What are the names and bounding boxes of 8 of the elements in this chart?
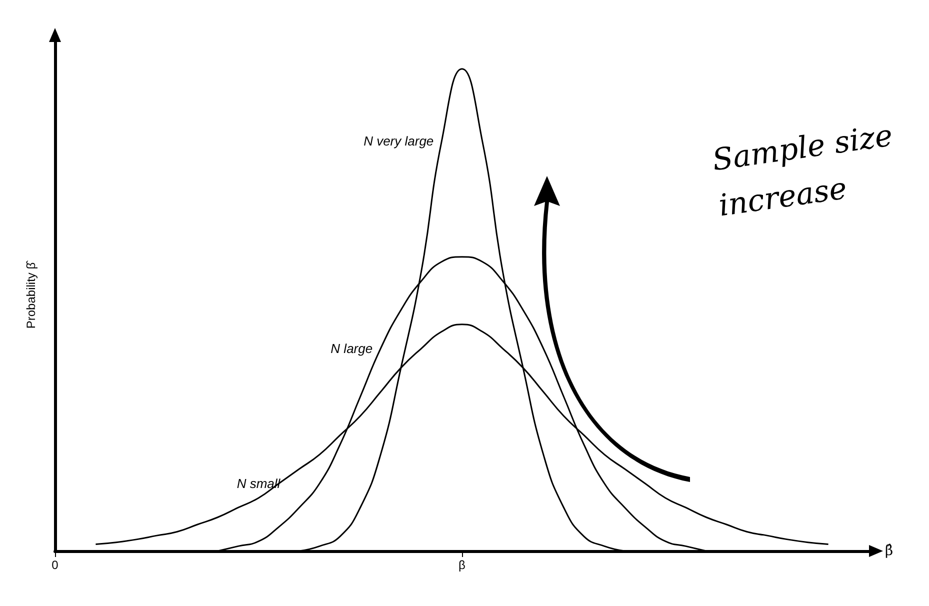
series-label: N large [330,341,373,356]
series-label: N small [236,476,282,491]
x-tick-label: β [458,558,466,572]
annotation: Sample size increase [710,117,896,226]
x-tick-label: 0 [52,558,59,572]
x-axis-title: β̂ [885,543,894,559]
series-label: N very large [364,134,434,149]
y-axis-title: Probability β̂ [24,260,38,329]
